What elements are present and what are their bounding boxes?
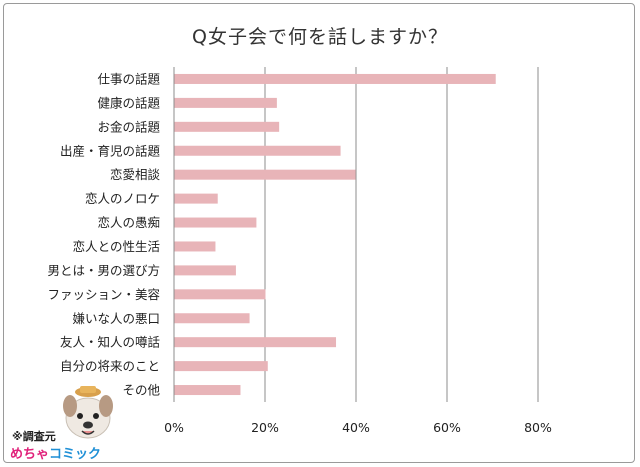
- brand-logo: めちゃコミック: [10, 447, 102, 462]
- bar: [174, 121, 280, 132]
- category-label: 男とは・男の選び方: [47, 263, 160, 278]
- category-label: その他: [122, 383, 160, 398]
- category-label: 自分の将来のこと: [60, 359, 160, 374]
- bar: [174, 97, 277, 108]
- bar: [174, 241, 216, 252]
- bars: [174, 73, 496, 396]
- category-label: 恋愛相談: [110, 167, 161, 182]
- source-note: ※調査元: [12, 430, 56, 443]
- category-labels: 仕事の話題健康の話題お金の話題出産・育児の話題恋愛相談恋人のノロケ恋人の愚痴恋人…: [47, 71, 160, 397]
- category-label: 健康の話題: [97, 95, 160, 110]
- category-label: 仕事の話題: [97, 71, 160, 86]
- x-tick-label: 80%: [524, 420, 552, 435]
- x-tick-label: 60%: [433, 420, 461, 435]
- category-label: 恋人の愚痴: [97, 215, 160, 230]
- bar: [174, 265, 236, 276]
- chart-title: Q女子会で何を話しますか？: [192, 26, 448, 48]
- bar: [174, 73, 496, 84]
- bar: [174, 361, 268, 372]
- bar: [174, 217, 257, 228]
- bar: [174, 385, 241, 396]
- category-label: お金の話題: [97, 119, 160, 134]
- category-label: 恋人のノロケ: [85, 191, 160, 206]
- grid-lines: [173, 67, 539, 402]
- category-label: 嫌いな人の悪口: [72, 311, 160, 326]
- category-label: 出産・育児の話題: [60, 143, 161, 158]
- bar: [174, 169, 356, 180]
- x-tick-label: 40%: [342, 420, 370, 435]
- category-label: 友人・知人の噂話: [60, 335, 160, 350]
- bar: [174, 193, 218, 204]
- bar: [174, 289, 266, 300]
- dog-mascot-icon: [63, 386, 113, 439]
- bar: [174, 313, 250, 324]
- x-tick-label: 20%: [251, 420, 279, 435]
- bar: [174, 337, 337, 348]
- x-tick-label: 0%: [164, 420, 184, 435]
- x-tick-labels: 0% 20% 40% 60% 80%: [164, 420, 552, 435]
- category-label: ファッション・美容: [47, 287, 160, 302]
- category-label: 恋人との性生活: [73, 239, 160, 254]
- bar: [174, 145, 341, 156]
